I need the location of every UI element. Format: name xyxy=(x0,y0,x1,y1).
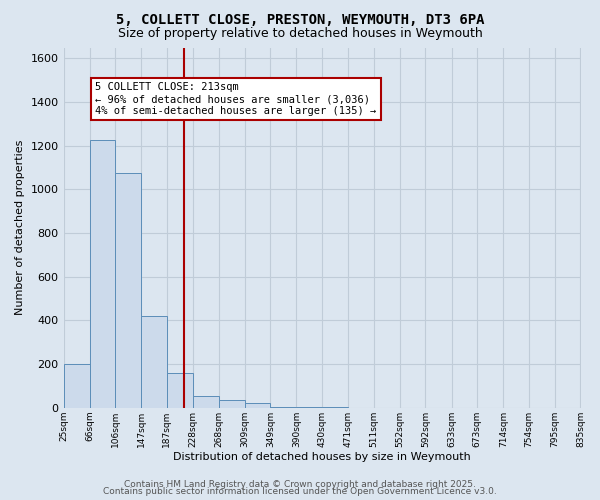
Bar xyxy=(296,406,322,408)
Text: 5 COLLETT CLOSE: 213sqm
← 96% of detached houses are smaller (3,036)
4% of semi-: 5 COLLETT CLOSE: 213sqm ← 96% of detache… xyxy=(95,82,377,116)
Bar xyxy=(167,373,193,408)
Bar xyxy=(271,406,296,408)
Bar xyxy=(90,140,115,408)
Bar xyxy=(142,316,167,408)
Text: Contains HM Land Registry data © Crown copyright and database right 2025.: Contains HM Land Registry data © Crown c… xyxy=(124,480,476,489)
Bar xyxy=(322,406,348,408)
Text: 5, COLLETT CLOSE, PRESTON, WEYMOUTH, DT3 6PA: 5, COLLETT CLOSE, PRESTON, WEYMOUTH, DT3… xyxy=(116,12,484,26)
Text: Contains public sector information licensed under the Open Government Licence v3: Contains public sector information licen… xyxy=(103,487,497,496)
Bar xyxy=(245,404,271,408)
Bar xyxy=(64,364,90,408)
Bar xyxy=(193,396,218,408)
Bar xyxy=(115,173,142,408)
X-axis label: Distribution of detached houses by size in Weymouth: Distribution of detached houses by size … xyxy=(173,452,471,462)
Text: Size of property relative to detached houses in Weymouth: Size of property relative to detached ho… xyxy=(118,28,482,40)
Bar xyxy=(218,400,245,408)
Y-axis label: Number of detached properties: Number of detached properties xyxy=(15,140,25,316)
